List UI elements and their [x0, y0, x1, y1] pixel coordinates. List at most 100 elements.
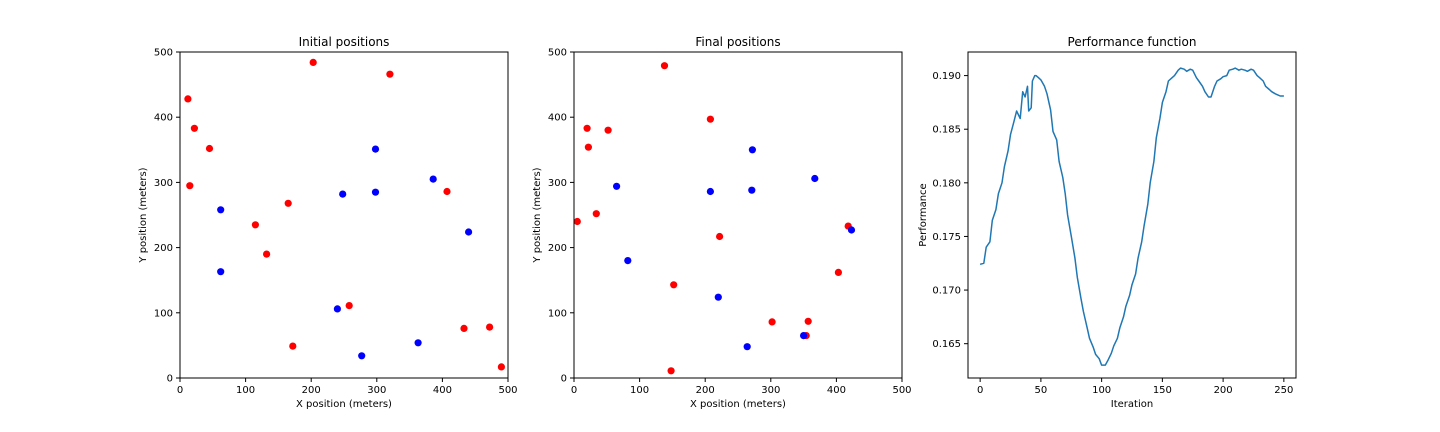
y-tick-label: 500: [154, 48, 173, 59]
data-point-s0-14: [834, 268, 843, 276]
data-point-s1-3: [371, 145, 380, 153]
data-point-s1-6: [847, 226, 856, 234]
y-tick-label: 0.165: [932, 339, 961, 350]
data-point-s1-5: [811, 174, 819, 183]
data-point-s0-8: [386, 70, 394, 78]
data-point-s1-2: [339, 190, 347, 198]
y-tick-label: 500: [548, 48, 567, 59]
x-tick-label: 100: [1092, 385, 1111, 396]
x-tick-label: 0: [977, 385, 983, 396]
y-axis-label: Performance: [918, 183, 929, 246]
y-tick-label: 0.180: [932, 178, 961, 189]
chart-title: Final positions: [695, 35, 780, 49]
data-point-s0-3: [186, 182, 194, 190]
data-point-s1-4: [748, 186, 756, 194]
y-tick-label: 0.170: [932, 286, 961, 297]
y-tick-label: 400: [548, 113, 567, 124]
axes-frame: [573, 51, 903, 379]
data-point-s1-7: [714, 293, 722, 301]
data-point-s0-10: [345, 302, 353, 310]
y-tick-label: 300: [548, 178, 567, 189]
data-point-s0-7: [309, 58, 317, 66]
data-point-s1-8: [358, 352, 366, 360]
x-tick-label: 500: [892, 385, 911, 396]
data-point-s0-4: [706, 115, 715, 123]
x-tick-label: 100: [236, 385, 255, 396]
data-point-s0-9: [443, 187, 451, 196]
x-tick-label: 400: [433, 385, 452, 396]
x-tick-label: 250: [1274, 385, 1293, 396]
chart-panel-3: 0 50 100 150 200 250 0.165 0.170 0.175 0.180 0.185…: [918, 35, 1297, 410]
data-point-s1-6: [465, 228, 473, 236]
data-point-s1-3: [748, 146, 757, 154]
data-point-s0-8: [670, 281, 678, 289]
data-point-s0-2: [604, 126, 612, 134]
x-tick-label: 0: [177, 385, 183, 396]
x-axis-label: X position (meters): [690, 399, 786, 410]
data-point-s0-3: [584, 143, 593, 151]
y-tick-label: 300: [154, 178, 173, 189]
x-tick-label: 200: [696, 385, 715, 396]
data-point-s0-5: [573, 217, 581, 226]
y-tick-label: 200: [154, 243, 173, 254]
chart-title: Initial positions: [299, 35, 390, 49]
data-point-s0-11: [289, 342, 297, 350]
y-tick-label: 100: [154, 308, 173, 319]
x-tick-label: 100: [630, 385, 649, 396]
x-axis-label: Iteration: [1111, 399, 1153, 410]
chart-panel-2: 0 100 200 300 400 500 0 100 200 300 400 500 Final po…: [532, 35, 912, 410]
data-point-s0-0: [184, 95, 192, 103]
data-point-s1-4: [371, 188, 380, 196]
x-tick-label: 200: [1214, 385, 1233, 396]
chart-title: Performance function: [1068, 35, 1197, 49]
y-axis-label: Y position (meters): [138, 167, 149, 263]
data-point-s1-8: [743, 343, 751, 351]
data-point-s1-1: [624, 257, 632, 265]
data-point-s1-0: [613, 182, 621, 190]
x-tick-label: 500: [498, 385, 517, 396]
series-line-0: [979, 67, 1284, 366]
data-point-s0-1: [583, 124, 591, 132]
x-tick-label: 50: [1035, 385, 1048, 396]
x-tick-label: 300: [761, 385, 780, 396]
data-point-s0-12: [460, 324, 468, 332]
data-point-s1-0: [217, 206, 225, 214]
data-point-s0-11: [804, 317, 812, 325]
x-tick-label: 200: [302, 385, 321, 396]
data-point-s0-13: [486, 323, 494, 331]
y-tick-label: 200: [548, 243, 567, 254]
data-point-s0-10: [768, 318, 776, 326]
data-point-s0-2: [205, 144, 214, 153]
y-tick-label: 0.175: [932, 232, 961, 243]
data-point-s0-7: [716, 232, 724, 241]
y-tick-label: 0: [167, 374, 173, 385]
chart-panel-1: 0 100 200 300 400 500 0 100 200 300 400 500 Initial …: [138, 35, 518, 410]
x-tick-label: 150: [1153, 385, 1172, 396]
x-tick-label: 300: [367, 385, 386, 396]
data-point-s0-5: [263, 250, 271, 258]
y-tick-label: 0.185: [932, 125, 961, 136]
data-point-s1-1: [217, 268, 225, 276]
x-tick-label: 400: [827, 385, 846, 396]
axes-frame: [179, 51, 509, 379]
data-point-s0-1: [190, 124, 198, 132]
data-point-s1-2: [706, 187, 715, 196]
y-axis-label: Y position (meters): [532, 167, 543, 263]
data-point-s0-9: [667, 367, 675, 375]
y-tick-label: 0.190: [932, 71, 961, 82]
x-axis-label: X position (meters): [296, 399, 392, 410]
data-point-s0-6: [592, 210, 600, 218]
y-tick-label: 400: [154, 113, 173, 124]
data-point-s1-9: [414, 339, 422, 347]
y-tick-label: 0: [561, 374, 567, 385]
data-point-s0-6: [284, 199, 292, 207]
data-point-s1-5: [429, 175, 437, 183]
axes-frame: [967, 51, 1297, 379]
y-tick-label: 100: [548, 308, 567, 319]
data-point-s0-14: [497, 363, 505, 371]
data-point-s1-9: [800, 332, 808, 340]
data-point-s1-7: [333, 305, 341, 313]
data-point-s0-0: [660, 62, 669, 70]
data-point-s0-4: [251, 221, 259, 229]
